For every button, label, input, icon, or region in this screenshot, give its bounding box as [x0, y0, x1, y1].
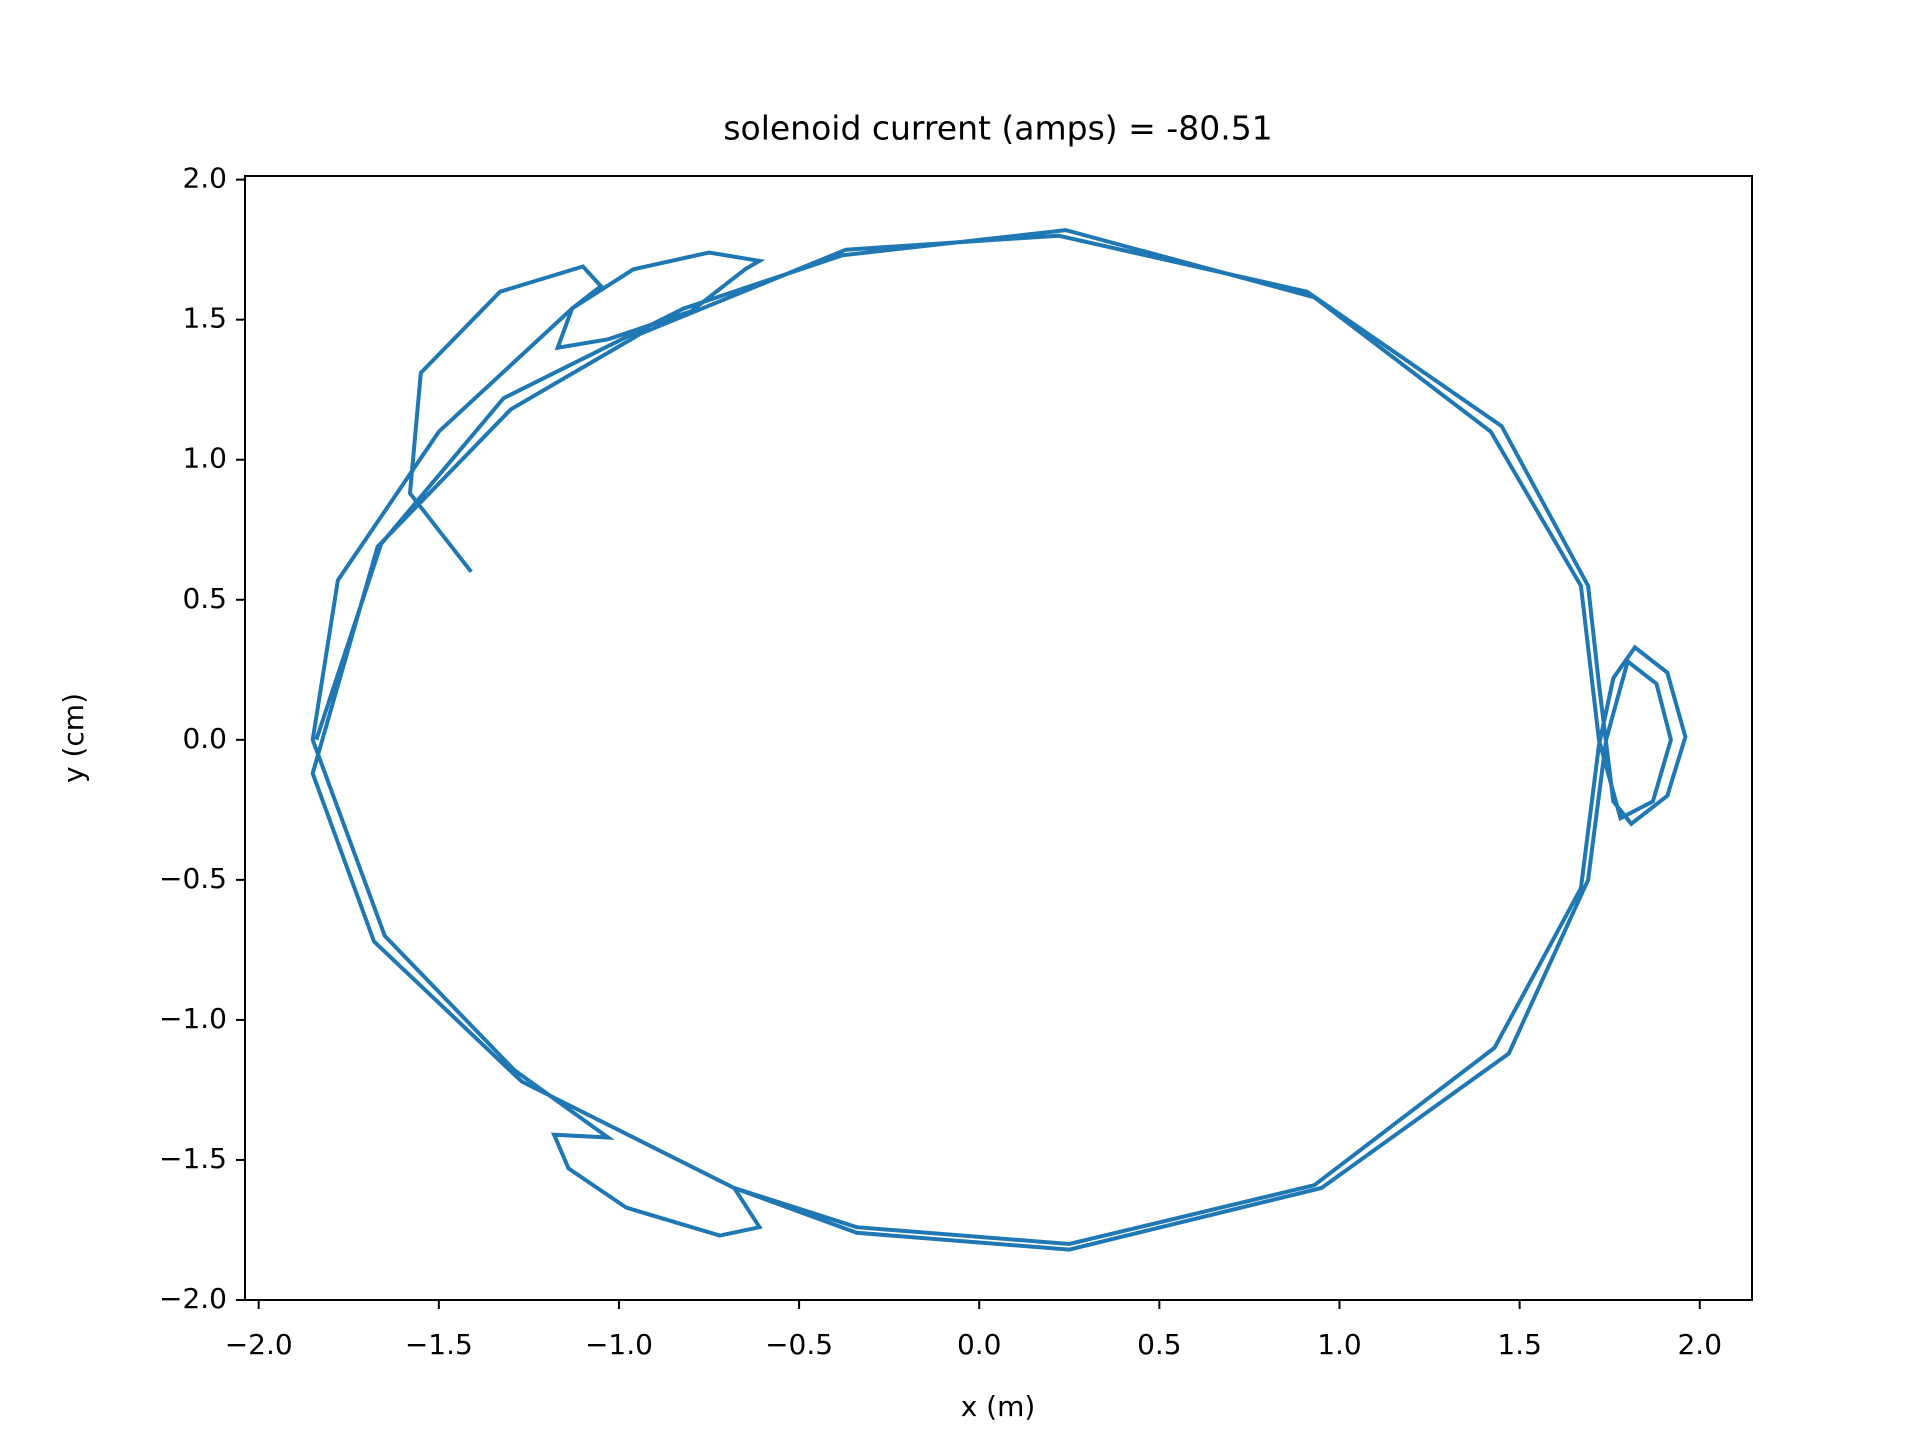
x-tick-label: 1.0	[1317, 1328, 1362, 1361]
y-axis-label: y (cm)	[57, 693, 90, 783]
plot-frame	[244, 175, 1753, 1301]
y-tick-label: 1.0	[182, 442, 227, 475]
x-tick-label: −0.5	[765, 1328, 833, 1361]
y-tick-label: 0.5	[182, 582, 227, 615]
x-axis-label: x (m)	[961, 1390, 1036, 1423]
x-tick-label: 0.5	[1137, 1328, 1182, 1361]
y-tick-label: −2.0	[159, 1282, 227, 1315]
y-tick-label: −1.0	[159, 1002, 227, 1035]
y-tick-label: −0.5	[159, 862, 227, 895]
x-tick-label: 0.0	[957, 1328, 1002, 1361]
trajectory-line	[310, 228, 1688, 1252]
y-tick-label: 2.0	[182, 162, 227, 195]
x-tick-label: −1.0	[585, 1328, 653, 1361]
x-tick-label: 2.0	[1677, 1328, 1722, 1361]
x-tick-label: 1.5	[1497, 1328, 1542, 1361]
chart-title: solenoid current (amps) = -80.51	[723, 109, 1272, 148]
x-tick-label: −1.5	[405, 1328, 473, 1361]
y-tick-label: 1.5	[182, 302, 227, 335]
y-tick-label: −1.5	[159, 1142, 227, 1175]
y-tick-label: 0.0	[182, 722, 227, 755]
x-tick-label: −2.0	[225, 1328, 293, 1361]
